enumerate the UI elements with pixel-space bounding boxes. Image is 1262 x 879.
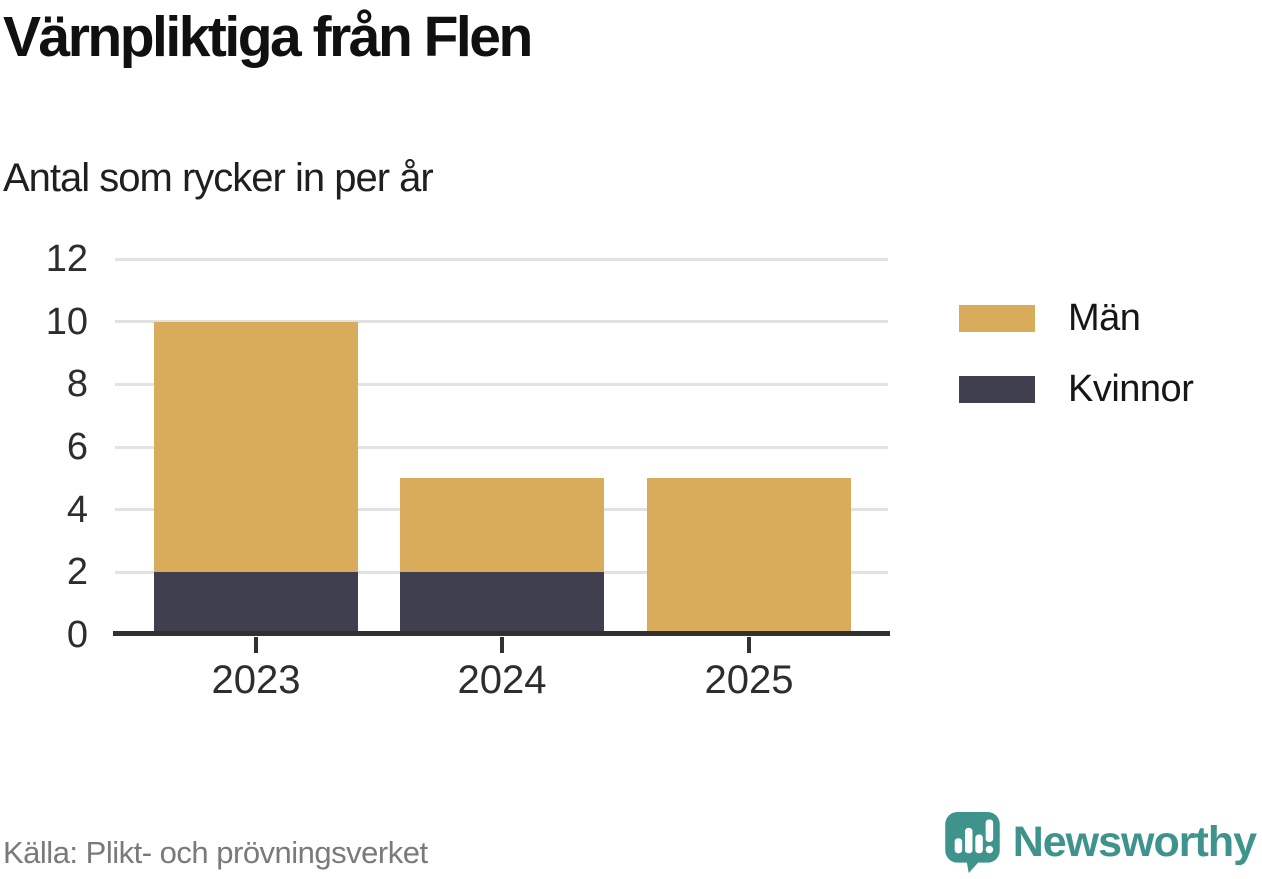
brand-logo: Newsworthy bbox=[944, 811, 1257, 873]
bar-segment-män-2023 bbox=[154, 321, 358, 573]
legend-item-män: Män bbox=[959, 297, 1193, 340]
y-tick-label-8: 8 bbox=[66, 363, 88, 406]
x-axis-line bbox=[113, 631, 890, 636]
logo-bar-tall bbox=[964, 827, 973, 854]
y-tick-label-12: 12 bbox=[45, 238, 88, 280]
legend: Män Kvinnor bbox=[959, 297, 1194, 411]
y-tick-label-4: 4 bbox=[66, 488, 88, 531]
gridline-6 bbox=[115, 445, 888, 449]
logo-exclamation-line bbox=[985, 819, 993, 842]
legend-swatch-män bbox=[959, 305, 1035, 332]
legend-label: Män bbox=[1068, 297, 1141, 339]
gridline-8 bbox=[115, 382, 888, 386]
legend-label: Kvinnor bbox=[1068, 368, 1194, 410]
legend-item-kvinnor: Kvinnor bbox=[959, 368, 1194, 411]
y-tick-label-0: 0 bbox=[66, 614, 88, 656]
gridline-12 bbox=[115, 257, 888, 261]
bar-segment-kvinnor-2023 bbox=[154, 572, 358, 635]
x-tick-label-2024: 2024 bbox=[457, 658, 547, 702]
bar-segment-män-2024 bbox=[400, 478, 604, 573]
y-tick-label-6: 6 bbox=[66, 426, 88, 468]
y-tick-label-10: 10 bbox=[45, 300, 88, 343]
gridline-10 bbox=[115, 320, 888, 324]
newsworthy-logo-icon bbox=[944, 811, 1000, 873]
chart-subtitle: Antal som rycker in per år bbox=[3, 156, 434, 200]
x-tick-mark-2025 bbox=[747, 637, 751, 653]
x-tick-label-2023: 2023 bbox=[211, 658, 301, 702]
logo-exclamation-dot bbox=[985, 845, 993, 854]
x-tick-mark-2024 bbox=[500, 637, 504, 653]
brand-name: Newsworthy bbox=[1012, 817, 1257, 866]
logo-bar-medium bbox=[975, 834, 983, 854]
legend-swatch-kvinnor bbox=[959, 376, 1035, 403]
chart-title: Värnpliktiga från Flen bbox=[3, 5, 533, 69]
x-tick-label-2025: 2025 bbox=[704, 658, 794, 702]
x-tick-mark-2023 bbox=[254, 637, 258, 653]
logo-bar-short bbox=[954, 838, 962, 854]
bar-segment-kvinnor-2024 bbox=[400, 572, 604, 635]
bar-segment-män-2025 bbox=[647, 478, 851, 635]
y-tick-label-2: 2 bbox=[66, 551, 88, 594]
source-note: Källa: Plikt- och prövningsverket bbox=[3, 835, 428, 870]
